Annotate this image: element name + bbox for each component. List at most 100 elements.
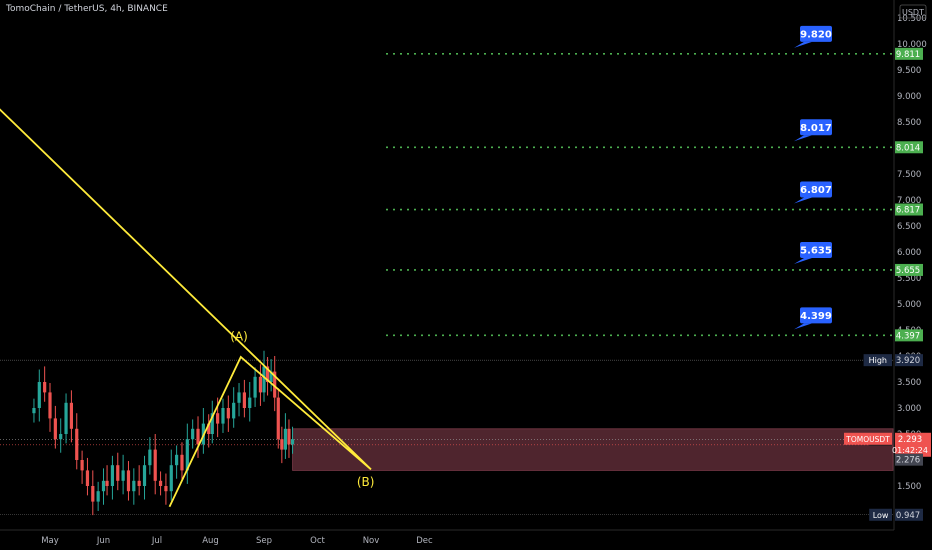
candle-body-49 — [280, 439, 284, 450]
wave-label-1: (B) — [357, 475, 375, 489]
candle-body-13 — [101, 480, 106, 492]
y-tick-label-8: 5.500 — [897, 274, 921, 284]
candle-body-1 — [37, 382, 41, 408]
price-countdown: 01:42:24 — [892, 446, 928, 455]
candle-body-45 — [265, 366, 270, 382]
price-axis-tag — [895, 432, 931, 457]
candle-body-19 — [132, 480, 136, 492]
y-tick-label-12: 7.500 — [897, 170, 921, 180]
x-tick-label-2: Jul — [151, 536, 162, 546]
target-badge-label-0: 9.820 — [800, 29, 832, 40]
y-tick-label-14: 8.500 — [897, 118, 921, 128]
candle-body-0 — [32, 408, 36, 414]
candle-body-17 — [121, 470, 125, 481]
last-axis-label: 2.276 — [896, 456, 920, 466]
candle-body-18 — [126, 470, 131, 492]
x-tick-label-7: Dec — [416, 536, 433, 546]
currency-box — [899, 4, 927, 19]
candle-body-2 — [43, 382, 47, 393]
price-name: TOMOUSDT — [845, 435, 890, 444]
target-axis-label-1: 8.014 — [896, 143, 920, 153]
target-axis-tag-0 — [895, 47, 923, 60]
candle-body-26 — [169, 465, 173, 492]
target-badge-label-2: 6.807 — [800, 185, 832, 196]
x-tick-label-1: Jun — [96, 536, 110, 546]
level-axis-label-4: 0.947 — [896, 511, 920, 521]
y-tick-label-16: 9.500 — [897, 66, 921, 76]
target-badge-2 — [800, 181, 832, 198]
level-axis-tag-4 — [895, 508, 923, 521]
wave-label-0: (A) — [230, 329, 248, 343]
target-axis-label-4: 4.397 — [896, 331, 920, 341]
wave-projection-line — [0, 108, 372, 508]
target-badge-1 — [800, 119, 832, 136]
candle-body-39 — [237, 392, 241, 403]
level-name-tag-4 — [869, 508, 892, 521]
last-axis-tag — [895, 453, 923, 466]
target-badge-0 — [800, 25, 832, 42]
y-tick-label-3: 3.000 — [897, 404, 921, 414]
candle-body-29 — [185, 439, 189, 471]
level-axis-label-0: 3.920 — [896, 356, 920, 366]
x-tick-label-4: Sep — [256, 536, 272, 546]
target-badge-label-3: 5.635 — [800, 245, 832, 256]
target-badge-pointer-2 — [794, 197, 812, 204]
candle-body-28 — [180, 454, 184, 471]
target-axis-tag-1 — [895, 141, 923, 154]
candle-body-47 — [273, 371, 277, 398]
y-tick-label-9: 6.000 — [897, 248, 921, 258]
y-tick-label-15: 9.000 — [897, 92, 921, 102]
candle-body-42 — [253, 376, 257, 398]
y-tick-label-4: 3.500 — [897, 378, 921, 388]
candle-body-44 — [262, 366, 266, 393]
target-badge-pointer-4 — [794, 323, 812, 330]
price-axis-value: 2.293 — [898, 435, 922, 445]
target-axis-tag-3 — [895, 263, 923, 276]
candle-body-14 — [105, 480, 109, 486]
target-axis-label-2: 6.817 — [896, 206, 920, 216]
candle-body-20 — [137, 480, 141, 486]
candle-body-40 — [242, 392, 246, 408]
currency-label: USDT — [902, 8, 924, 17]
level-name-4: Low — [873, 511, 889, 520]
x-tick-label-5: Oct — [310, 536, 325, 546]
candle-body-4 — [53, 418, 57, 440]
y-tick-label-18: 10.500 — [897, 14, 927, 24]
target-badge-3 — [800, 241, 832, 258]
candle-body-16 — [116, 465, 120, 481]
y-tick-label-11: 7.000 — [897, 196, 921, 206]
y-tick-label-7: 5.000 — [897, 300, 921, 310]
candle-body-34 — [210, 413, 214, 434]
candle-body-3 — [48, 392, 52, 419]
level-axis-tag-0 — [895, 354, 923, 367]
candle-body-9 — [80, 460, 84, 471]
symbol-header: TomoChain / TetherUS, 4h, BINANCE — [6, 4, 168, 14]
candle-body-50 — [283, 428, 287, 450]
candle-body-5 — [59, 434, 63, 440]
candle-body-23 — [153, 449, 157, 481]
candle-body-27 — [175, 454, 179, 466]
candle-body-22 — [148, 449, 152, 466]
price-name-tag — [844, 432, 892, 445]
candle-body-31 — [196, 428, 200, 445]
candle-body-33 — [207, 423, 211, 434]
y-tick-label-17: 10.000 — [897, 40, 927, 50]
candle-body-15 — [110, 465, 115, 486]
target-axis-label-0: 9.811 — [896, 50, 920, 60]
candle-body-25 — [164, 486, 168, 492]
target-badge-label-1: 8.017 — [800, 123, 832, 134]
candle-body-24 — [158, 480, 163, 486]
x-tick-label-0: May — [41, 536, 59, 546]
x-tick-label-3: Aug — [202, 536, 219, 546]
target-badge-label-4: 4.399 — [800, 311, 832, 322]
support-zone — [292, 428, 894, 471]
target-axis-tag-2 — [895, 203, 923, 216]
candle-body-21 — [142, 465, 147, 486]
y-tick-label-10: 6.500 — [897, 222, 921, 232]
candle-body-12 — [96, 491, 100, 502]
candle-body-35 — [216, 413, 220, 424]
candle-body-43 — [258, 376, 263, 393]
candle-body-37 — [226, 408, 230, 419]
candle-body-36 — [221, 408, 225, 424]
